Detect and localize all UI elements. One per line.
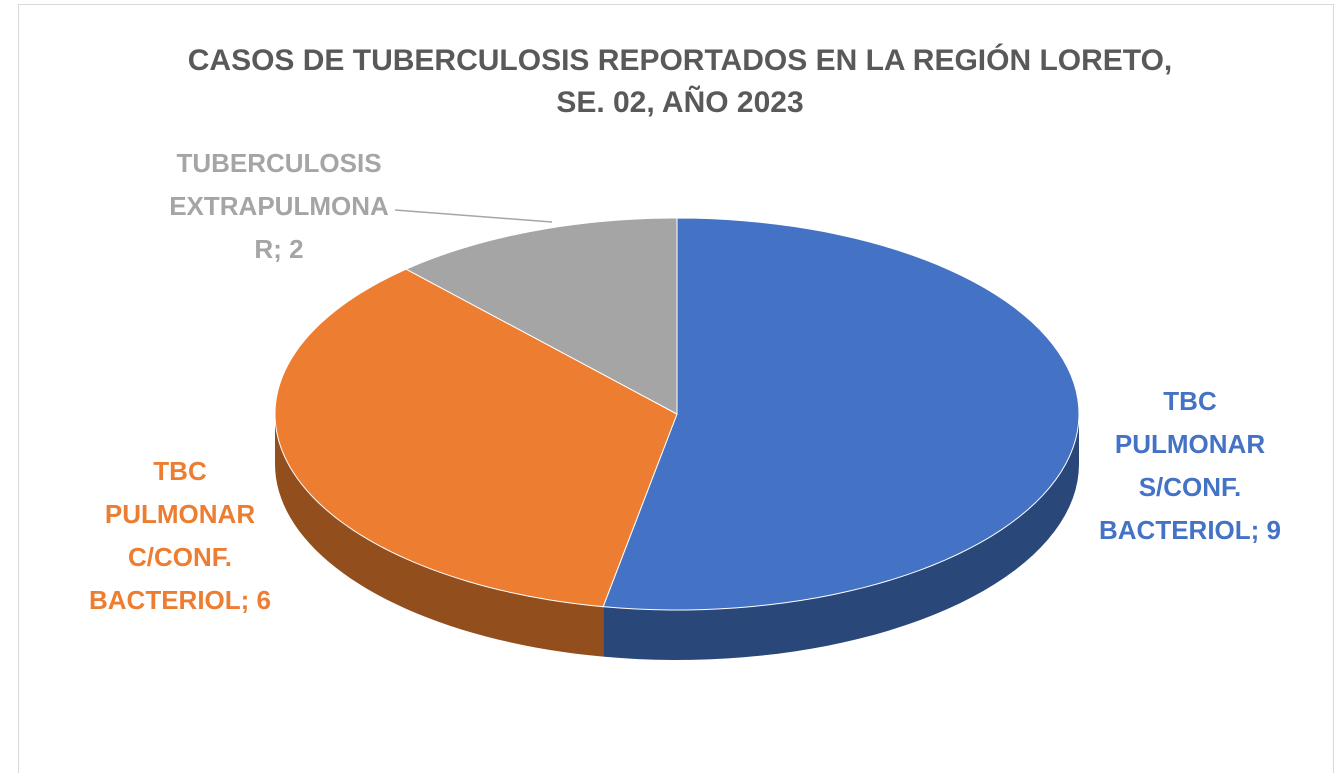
slice-side [275,414,604,657]
data-label: TBC PULMONAR C/CONF. BACTERIOL; 6 [75,450,285,622]
slice-side [603,414,1079,660]
chart-title: CASOS DE TUBERCULOSIS REPORTADOS EN LA R… [187,44,1173,119]
label-category: TUBERCULOSIS EXTRAPULMONAR [169,148,389,264]
label-value: 9 [1266,515,1282,545]
data-label: TUBERCULOSIS EXTRAPULMONAR; 2 [168,142,390,271]
label-separator: ; [273,234,290,264]
slice [602,217,1080,611]
leader-line [394,209,553,223]
label-value: 2 [289,234,304,264]
data-label: TBC PULMONAR S/CONF. BACTERIOL; 9 [1090,380,1290,552]
label-separator: ; [1250,515,1267,545]
label-category: TBC PULMONAR C/CONF. BACTERIOL [88,456,256,615]
slice [274,268,678,608]
label-category: TBC PULMONAR S/CONF. BACTERIOL [1098,386,1266,545]
chart-frame [18,4,1334,773]
label-value: 6 [256,585,272,615]
slice [405,217,678,415]
label-separator: ; [240,585,257,615]
